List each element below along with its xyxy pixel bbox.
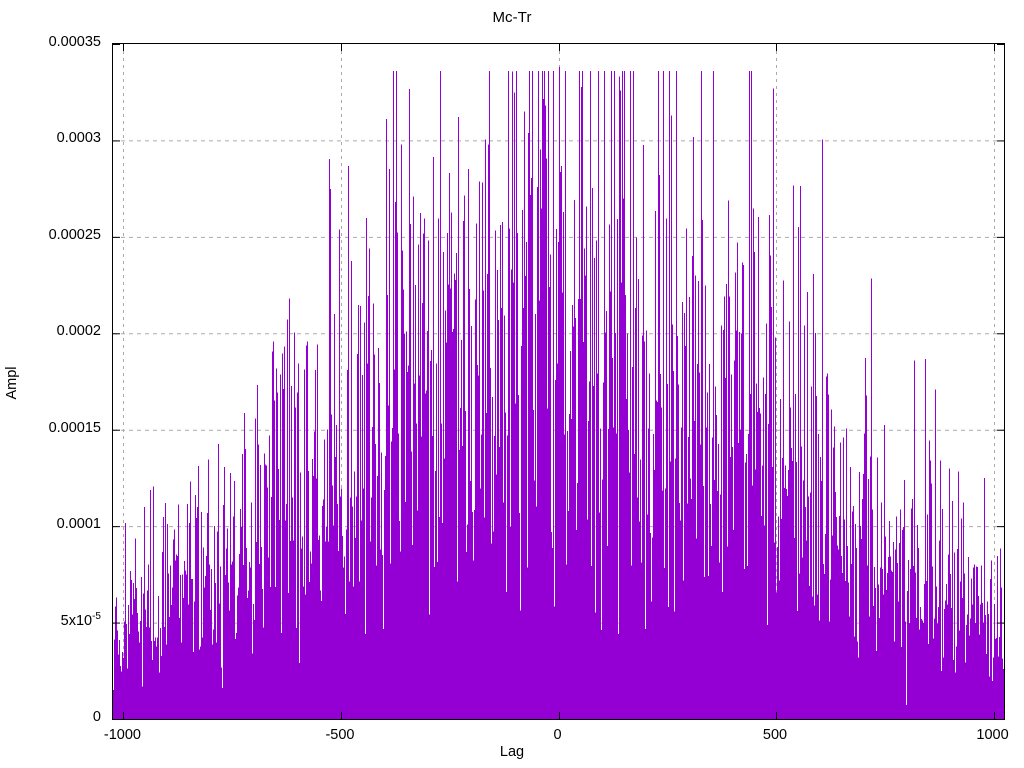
y-tick-label: 0.0003 (56, 130, 101, 147)
y-tick-label: 0.0002 (56, 323, 101, 340)
y-tick-label: 5x10-5 (0, 610, 101, 629)
y-tick-label: 0 (92, 709, 101, 725)
y-tick-label: 0.0001 (56, 516, 101, 533)
chart-title: Mc-Tr (492, 9, 532, 26)
y-tick-label: 0.00015 (48, 419, 101, 436)
y-tick-label: 0.00035 (48, 34, 101, 50)
y-tick-label: 0.00025 (48, 226, 101, 243)
x-tick-label: 0 (553, 727, 562, 743)
plot-canvas (113, 44, 1004, 719)
x-axis-title: Lag (499, 744, 525, 760)
x-tick-label: -500 (325, 727, 355, 743)
plot-area (112, 43, 1005, 720)
y-axis-title: Ampl (4, 366, 20, 400)
data-series-impulses (113, 67, 1004, 719)
x-tick-label: 500 (762, 727, 788, 743)
x-tick-label: -1000 (103, 727, 141, 743)
y-tick-mantissa: 5x10 (60, 612, 93, 629)
y-tick-exponent: -5 (92, 610, 101, 622)
x-tick-label: 1000 (976, 727, 1009, 743)
